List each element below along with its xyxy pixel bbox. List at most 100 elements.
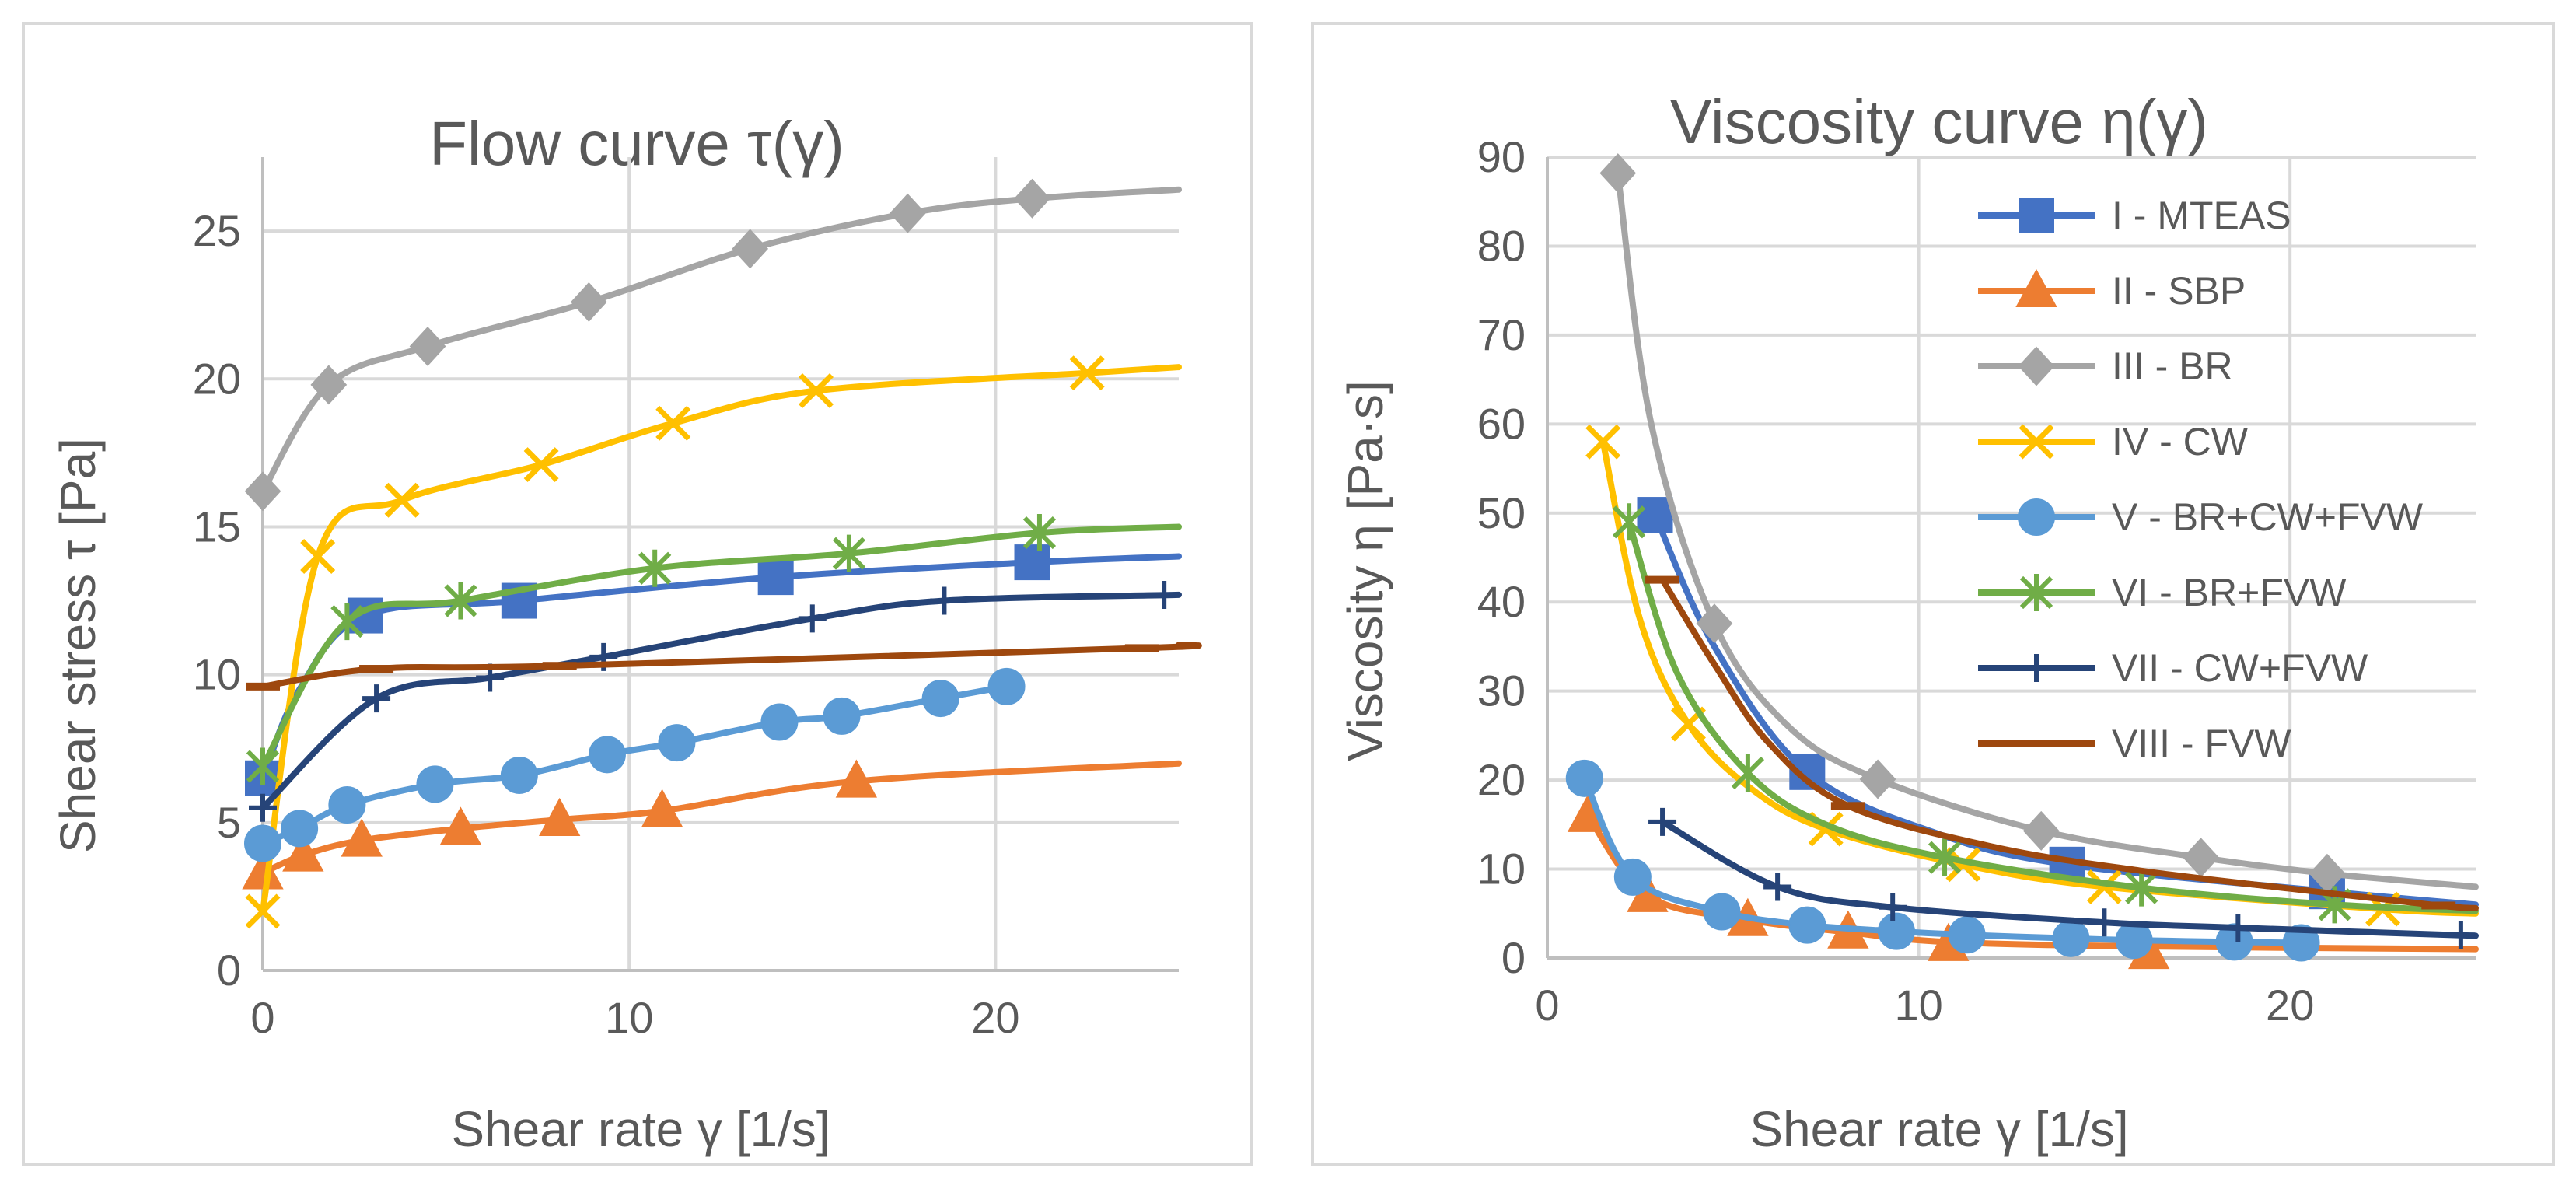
data-point	[249, 793, 277, 822]
data-point	[341, 818, 383, 857]
data-point	[2125, 869, 2158, 907]
data-point	[2282, 924, 2320, 962]
data-point	[523, 447, 559, 483]
series-line	[1659, 818, 2479, 939]
data-point	[310, 365, 348, 405]
y-tick-label: 30	[1477, 666, 1526, 715]
legend-item-vii-cw-fvw: VII - CW+FVW	[1978, 646, 2368, 690]
data-point	[246, 682, 280, 691]
data-point	[439, 806, 482, 845]
legend: I - MTEAS II - SBP III - BR IV - CW V - BR+C…	[1978, 194, 2424, 765]
x-tick-label: 10	[1894, 981, 1942, 1030]
y-axis-label: Shear stress τ [Pa]	[50, 438, 106, 853]
x-axis-label: Shear rate γ [1/s]	[451, 1101, 830, 1157]
data-point	[757, 559, 794, 596]
y-tick-label: 5	[217, 798, 241, 847]
series-vii-cw-fvw	[1648, 807, 2479, 949]
data-point	[1830, 802, 1865, 810]
viscosity-curve-chart: Viscosity curve η(γ) Shear rate γ [1/s] …	[1337, 87, 2479, 1157]
data-point	[1014, 544, 1050, 581]
series-iv-cw	[245, 355, 1182, 929]
data-point	[641, 789, 683, 827]
series-iii-br	[244, 178, 1182, 512]
x-tick-label: 20	[2266, 981, 2314, 1030]
legend-item-i-mteas: I - MTEAS	[1978, 194, 2291, 237]
data-point	[1648, 807, 1677, 836]
legend-marker	[2019, 198, 2054, 233]
series-viii-fvw	[246, 642, 1202, 691]
data-point	[244, 824, 281, 862]
series-line	[260, 186, 1182, 495]
data-point	[542, 662, 577, 670]
data-point	[638, 549, 672, 587]
legend-label: VI - BR+FVW	[2112, 571, 2347, 614]
data-point	[1788, 906, 1826, 944]
data-point	[1879, 893, 1907, 921]
viscosity-curve-chart-panel: Viscosity curve η(γ) Shear rate γ [1/s] …	[1311, 22, 2555, 1166]
data-point	[409, 326, 446, 366]
data-point	[384, 482, 420, 518]
data-point	[889, 193, 926, 233]
y-tick-label: 20	[1477, 755, 1526, 804]
data-point	[799, 373, 834, 408]
flow-curve-chart-panel: Flow curve τ(γ) Shear rate γ [1/s] Shear…	[22, 22, 1253, 1166]
y-tick-label: 0	[1501, 933, 1526, 982]
data-point	[1124, 644, 1159, 652]
legend-marker	[2019, 740, 2053, 747]
flow-curve-chart: Flow curve τ(γ) Shear rate γ [1/s] Shear…	[50, 109, 1202, 1157]
data-point	[2086, 869, 2122, 904]
chart-title: Flow curve τ(γ)	[429, 109, 844, 178]
x-tick-label: 20	[971, 993, 1019, 1042]
series-line	[1581, 775, 2305, 946]
data-point	[1859, 759, 1896, 799]
data-point	[1014, 178, 1050, 219]
x-tick-label: 0	[1535, 981, 1559, 1030]
data-point	[500, 756, 538, 794]
data-point	[444, 582, 477, 620]
data-point	[2215, 923, 2253, 961]
y-tick-label: 25	[193, 206, 241, 255]
data-point	[1150, 580, 1179, 609]
data-point	[930, 586, 959, 615]
legend-item-v-br-cw-fvw: V - BR+CW+FVW	[1978, 495, 2424, 539]
legend-item-iv-cw: IV - CW	[1978, 420, 2249, 463]
data-point	[246, 747, 280, 785]
y-tick-label: 70	[1477, 310, 1526, 359]
y-axis-label: Viscosity η [Pa·s]	[1337, 380, 1393, 761]
series-vi-br-fvw	[246, 514, 1182, 785]
data-point	[362, 684, 391, 713]
data-point	[1763, 873, 1792, 901]
data-point	[1928, 838, 1962, 876]
data-point	[835, 759, 878, 798]
x-tick-label: 10	[605, 993, 653, 1042]
data-point	[1877, 912, 1915, 950]
data-point	[300, 539, 336, 574]
series-v-br-cw-fvw	[244, 667, 1026, 862]
data-point	[2446, 921, 2475, 949]
series-line	[260, 760, 1182, 876]
legend-item-vi-br-fvw: VI - BR+FVW	[1978, 571, 2347, 614]
series-line	[1652, 512, 2479, 908]
y-tick-label: 10	[193, 650, 241, 699]
data-point	[416, 765, 454, 803]
legend-label: IV - CW	[2112, 420, 2249, 463]
data-point	[2115, 921, 2153, 960]
x-tick-label: 0	[250, 993, 274, 1042]
data-point	[832, 534, 866, 572]
series-line	[1659, 576, 2479, 911]
data-point	[1022, 514, 1057, 552]
data-point	[823, 697, 861, 735]
data-point	[571, 282, 607, 322]
y-tick-label: 90	[1477, 132, 1526, 181]
legend-marker	[2015, 268, 2057, 307]
y-tick-label: 20	[193, 354, 241, 403]
data-point	[281, 810, 319, 848]
legend-item-iii-br: III - BR	[1978, 344, 2233, 388]
series-v-br-cw-fvw	[1565, 759, 2320, 962]
y-tick-label: 40	[1477, 577, 1526, 626]
data-point	[359, 665, 394, 673]
data-point	[2022, 810, 2060, 851]
series-ii-sbp	[242, 759, 1182, 890]
data-point	[1945, 847, 1981, 883]
data-point	[244, 471, 281, 512]
